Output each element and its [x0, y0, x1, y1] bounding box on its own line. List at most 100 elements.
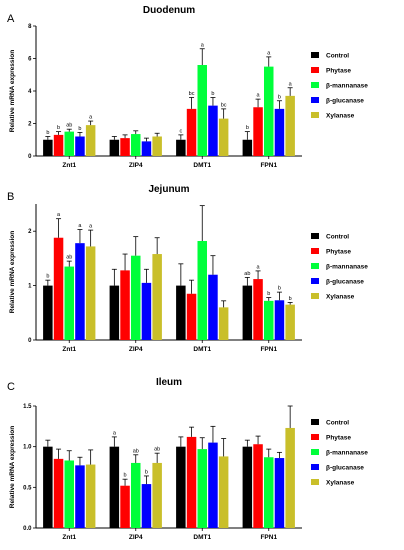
significance-label: a	[257, 93, 261, 99]
bar	[242, 285, 253, 340]
bar	[208, 105, 218, 156]
significance-label: b	[289, 296, 292, 302]
bar	[264, 457, 274, 528]
legend-label: Phytase	[326, 248, 351, 255]
significance-label: bc	[189, 91, 195, 97]
bar	[141, 484, 152, 528]
significance-label: ab	[66, 255, 72, 261]
bar	[75, 136, 85, 156]
bar	[64, 131, 74, 156]
legend: Control Phytase β-mannanase β-glucanase Xyla…	[311, 52, 368, 119]
panel-c: C Ileum Relative mRNA expression 0.0 0.5 1.0 1…	[7, 377, 368, 541]
legend-swatch	[311, 112, 319, 118]
bar	[176, 139, 186, 156]
bar	[186, 436, 197, 528]
x-tick-label: FPN1	[260, 346, 277, 353]
panel-letter: A	[7, 13, 15, 25]
y-tick-label: 0	[28, 338, 32, 344]
significance-label: b	[246, 125, 249, 131]
bar	[274, 300, 285, 340]
significance-label: b	[145, 469, 148, 475]
y-tick-label: 2	[28, 229, 32, 235]
x-tick-label: ZIP4	[129, 162, 143, 169]
y-tick-label: 1.5	[23, 404, 32, 410]
bar	[176, 446, 186, 528]
significance-label: ab	[154, 447, 160, 453]
bar	[152, 136, 162, 156]
x-tick-label: FPN1	[260, 534, 277, 541]
y-tick-label: 1	[28, 284, 32, 290]
significance-label: a	[57, 212, 61, 218]
significance-label: b	[278, 94, 281, 100]
significance-label: ab	[244, 271, 250, 277]
bar	[75, 465, 85, 528]
bar	[43, 446, 53, 528]
bar	[85, 125, 96, 156]
legend-swatch	[311, 67, 319, 73]
significance-label: a	[289, 81, 293, 87]
bar	[43, 139, 53, 156]
legend-swatch	[311, 233, 319, 239]
significance-label: b	[46, 274, 49, 280]
legend-swatch	[311, 52, 319, 58]
bar	[120, 485, 130, 528]
bar	[53, 458, 64, 528]
legend-label: β-mannanase	[326, 449, 368, 456]
bar	[218, 118, 229, 156]
bar	[208, 442, 218, 528]
legend-label: β-glucanase	[326, 278, 364, 285]
bar	[152, 462, 162, 528]
legend-swatch	[311, 464, 319, 470]
y-tick-label: 0.5	[23, 485, 32, 491]
y-axis-label: Relative mRNA expression	[9, 426, 16, 509]
legend-swatch	[311, 434, 319, 440]
bar	[75, 243, 85, 340]
significance-label: c	[179, 128, 182, 134]
significance-label: b	[278, 286, 281, 292]
significance-label: a	[89, 224, 93, 230]
bar	[120, 270, 130, 340]
legend-label: Xylanase	[326, 293, 355, 300]
y-tick-label: 0.0	[23, 526, 32, 532]
significance-label: b	[46, 130, 49, 136]
bar	[253, 279, 263, 340]
bar	[141, 282, 152, 340]
bar	[274, 458, 285, 528]
y-tick-label: 6	[28, 57, 32, 63]
bar	[85, 246, 96, 340]
panel-letter: B	[7, 191, 14, 203]
bar	[253, 107, 263, 156]
bar	[131, 462, 141, 528]
bar	[242, 446, 253, 528]
legend-label: Xylanase	[326, 112, 355, 119]
legend-label: Control	[326, 52, 349, 59]
bar	[109, 139, 120, 156]
bar	[109, 285, 120, 340]
bar	[152, 254, 162, 340]
y-tick-label: 8	[28, 24, 32, 30]
bar	[242, 139, 253, 156]
significance-label: a	[267, 50, 271, 56]
x-tick-label: Znt1	[62, 346, 76, 353]
significance-label: a	[257, 264, 261, 270]
panel-title: Duodenum	[143, 5, 195, 16]
bar	[197, 449, 207, 528]
y-axis-label: Relative mRNA expression	[9, 50, 16, 133]
bar	[131, 134, 141, 156]
bar	[264, 66, 274, 156]
legend-swatch	[311, 479, 319, 485]
significance-label: a	[89, 115, 93, 121]
bar	[218, 307, 229, 340]
legend-label: Control	[326, 233, 349, 240]
significance-label: b	[211, 91, 214, 97]
bar	[253, 444, 263, 528]
x-tick-label: DMT1	[193, 346, 211, 353]
panel-b: B Jejunum Relative mRNA expression 0 1 2 Znt1 b…	[7, 184, 368, 353]
legend-label: Xylanase	[326, 479, 355, 486]
x-tick-label: Znt1	[62, 534, 76, 541]
significance-label: ab	[66, 123, 72, 129]
x-tick-label: DMT1	[193, 534, 211, 541]
bar	[43, 285, 53, 340]
bar	[109, 446, 120, 528]
bar	[141, 141, 152, 156]
